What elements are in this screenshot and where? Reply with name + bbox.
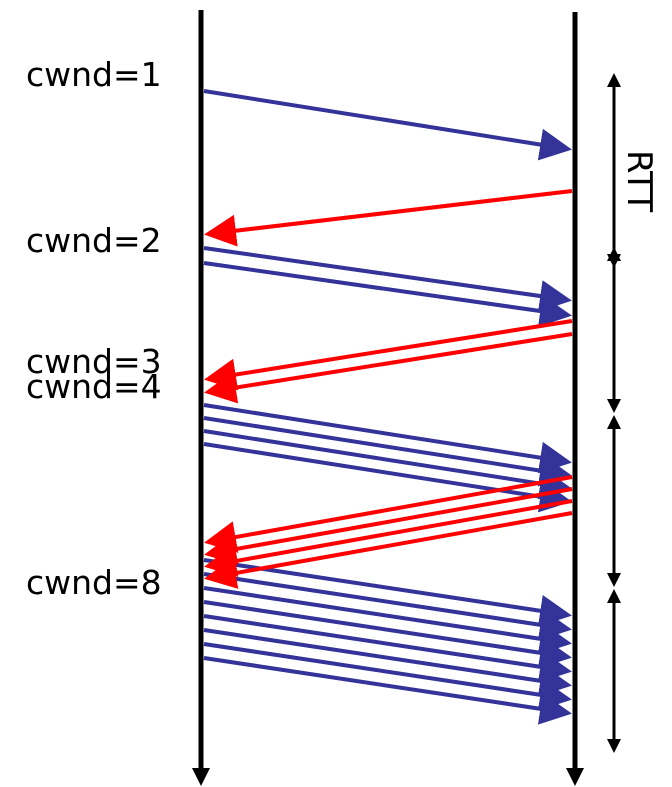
cwnd-label-2: cwnd=2 — [26, 221, 162, 260]
ack-arrow — [204, 319, 573, 391]
segment-arrow — [203, 656, 572, 725]
rtt-bracket-top-arrowhead — [607, 247, 621, 261]
rtt-bracket — [607, 73, 621, 268]
segment-arrow — [203, 642, 572, 711]
rtt-bracket — [607, 247, 621, 413]
timelines — [192, 10, 584, 786]
rtt-bracket-top-arrowhead — [607, 73, 621, 87]
rtt-brackets — [607, 73, 621, 753]
segment-arrow — [203, 600, 572, 669]
receiver-timeline-arrowhead — [566, 768, 584, 786]
cwnd-label-3: cwnd=3 — [26, 342, 162, 381]
ack-arrow — [204, 332, 573, 404]
segment-arrow — [203, 628, 572, 697]
segment-arrow — [203, 403, 572, 474]
segment-arrow — [203, 442, 572, 513]
ack-arrow — [204, 189, 573, 247]
segment-arrows — [203, 89, 572, 725]
ack-arrow — [204, 487, 573, 565]
rtt-bracket-top-arrowhead — [607, 589, 621, 603]
rtt-bracket-bottom-arrowhead — [607, 399, 621, 413]
rtt-bracket-top-arrowhead — [607, 415, 621, 429]
ack-arrow — [204, 475, 573, 553]
segment-arrow — [203, 614, 572, 683]
cwnd-label-8: cwnd=8 — [26, 563, 162, 602]
rtt-label: RTT — [619, 150, 659, 212]
ack-arrows — [204, 189, 573, 589]
ack-arrow — [204, 511, 573, 589]
segment-arrow — [203, 572, 572, 641]
segment-arrow — [203, 89, 572, 161]
segment-arrow — [203, 586, 572, 655]
ack-arrow — [204, 499, 573, 577]
segment-arrow — [203, 416, 572, 487]
sender-timeline-arrowhead — [192, 768, 210, 786]
rtt-bracket — [607, 415, 621, 587]
rtt-bracket-bottom-arrowhead — [607, 739, 621, 753]
cwnd-label-1: cwnd=1 — [26, 55, 162, 94]
cwnd-label-4: cwnd=4 — [26, 367, 162, 406]
rtt-bracket — [607, 589, 621, 753]
rtt-bracket-bottom-arrowhead — [607, 573, 621, 587]
segment-arrow — [203, 261, 572, 327]
segment-arrow — [203, 429, 572, 500]
segment-arrow — [203, 246, 572, 312]
